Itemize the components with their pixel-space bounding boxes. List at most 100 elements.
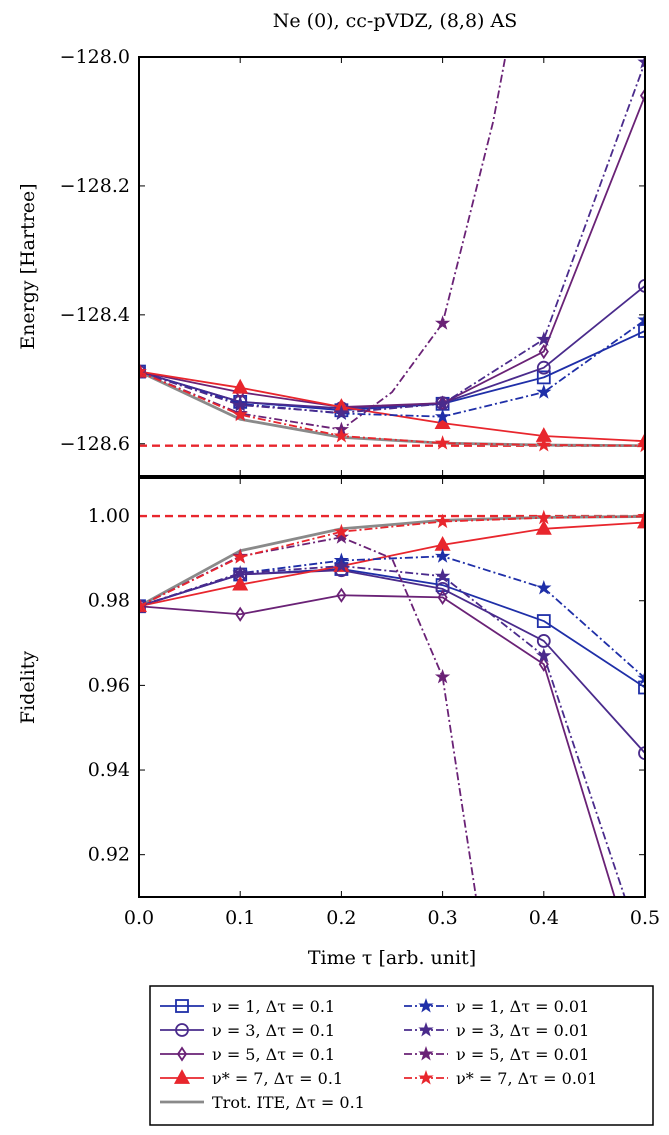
data-point [536,647,552,663]
data-point [637,57,645,69]
legend-marker [173,1069,191,1084]
panel-energy: −128.6 −128.4 −128.2 −128.0 Energy [Hartree] [17,46,646,477]
legend-entry: ν* = 7, Δτ = 0.01 [404,1069,597,1088]
legend-label: ν = 1, Δτ = 0.1 [212,997,335,1016]
legend-marker [176,1046,188,1062]
x-tick-label: 0.3 [427,907,457,929]
data-point [536,331,552,346]
data-point [536,580,552,595]
data-point [434,568,451,583]
data-point [435,581,450,596]
data-point [536,370,551,385]
data-point [434,408,451,424]
data-point [536,360,551,375]
series-line-5 [139,555,645,679]
legend-marker [418,1069,434,1085]
legend-marker [418,1045,434,1061]
y-tick-label: 0.96 [88,674,130,696]
legend-label: ν = 5, Δτ = 0.01 [456,1045,589,1064]
data-point [434,395,451,411]
data-point [235,606,246,622]
plot-area-fidelity [139,508,645,897]
x-tick-label: 0.5 [630,907,660,929]
data-point [333,529,350,544]
data-point [434,548,451,563]
data-point [333,558,350,573]
legend-label: ν = 3, Δτ = 0.01 [456,1021,589,1040]
series-line-4 [139,515,645,608]
x-axis-label: Time τ [arb. unit] [308,947,476,969]
data-point [536,437,552,452]
y-tick-label: 0.98 [88,590,130,612]
legend-label: ν = 1, Δτ = 0.01 [456,997,589,1016]
data-point [637,437,645,453]
data-point [139,364,146,379]
series-line-1 [139,285,645,410]
data-point [139,598,147,613]
data-point [637,670,645,685]
data-point [139,363,147,379]
data-point [434,513,451,529]
data-point [333,523,350,539]
data-point [637,311,645,327]
data-point [232,378,249,394]
y-tick-label: −128.2 [60,175,130,197]
legend: ν = 1, Δτ = 0.1 ν = 1, Δτ = 0.01 ν = 3, Δτ… [149,985,654,1126]
data-point [538,656,549,672]
series-line-5 [139,319,645,418]
x-tick-label: 0.4 [529,907,559,929]
y-tick-label: −128.0 [60,46,130,68]
series-line-3 [139,521,645,608]
data-point [536,509,552,525]
legend-label: ν = 3, Δτ = 0.1 [212,1021,335,1040]
legend-marker [418,1021,434,1037]
data-point [638,324,645,338]
legend-label: ν = 5, Δτ = 0.1 [212,1045,335,1064]
legend-entry: ν = 1, Δτ = 0.1 [160,997,335,1016]
axes-frame-fidelity [138,477,646,898]
series-line-1 [139,569,645,754]
data-point [232,575,249,591]
series-line-6 [139,61,645,414]
series-line-7 [139,57,507,431]
data-point [434,315,451,330]
series-line-6 [139,565,626,897]
y-tick-label: 0.94 [88,759,130,781]
data-point [536,614,551,628]
legend-entry: ν = 5, Δτ = 0.01 [404,1045,589,1064]
data-point [637,508,645,524]
data-point [538,343,549,360]
plot-area-energy [139,57,645,453]
y-tick-label: 1.00 [88,505,130,527]
data-point [638,746,645,760]
legend-entry: Trot. ITE, Δτ = 0.1 [160,1093,365,1112]
axes-frame-energy [138,56,646,477]
legend-marker [418,997,434,1013]
series-line-2 [139,95,645,408]
legend-entry: ν = 5, Δτ = 0.1 [160,1045,335,1064]
legend-marker [175,999,189,1013]
y-axis-label: Energy [Hartree] [17,183,39,349]
x-tick-label: 0.1 [225,907,255,929]
legend-entry: ν = 3, Δτ = 0.01 [404,1021,589,1040]
y-tick-label: −128.4 [60,304,130,326]
data-point [536,634,551,648]
y-tick-label: −128.6 [60,433,130,455]
data-point [536,384,552,399]
series-line-7 [139,536,477,897]
figure-title: Ne (0), cc-pVDZ, (8,8) AS [273,10,518,32]
y-axis-label: Fidelity [17,651,39,724]
data-point [437,589,448,605]
data-point [232,549,248,564]
legend-entry: ν* = 7, Δτ = 0.1 [160,1069,343,1088]
legend-marker [175,1023,189,1037]
data-point [434,435,451,450]
legend-label: Trot. ITE, Δτ = 0.1 [212,1093,365,1112]
series-line-2 [139,594,616,897]
data-point [232,565,248,580]
data-point [232,406,248,422]
legend-entry: ν = 1, Δτ = 0.01 [404,997,589,1016]
data-point [333,404,350,420]
x-tick-label: 0.2 [326,907,356,929]
